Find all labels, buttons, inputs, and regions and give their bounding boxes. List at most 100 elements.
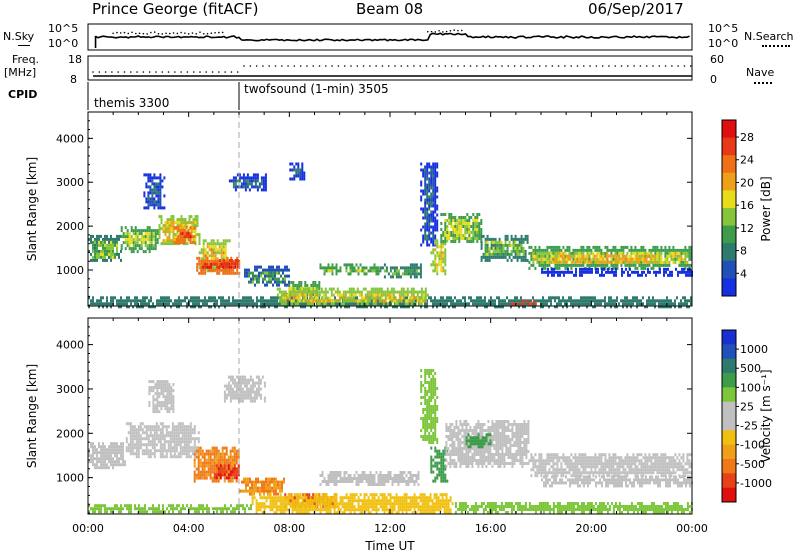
freq-point <box>671 65 673 67</box>
freq-point <box>652 65 654 67</box>
freq-point <box>243 65 245 67</box>
nsearch-point <box>112 32 114 35</box>
freq-point <box>689 65 692 67</box>
freq-tick-bottom: 8 <box>70 73 77 86</box>
station-title: Prince George (fitACF) <box>92 0 259 18</box>
colorbar-segment <box>722 190 736 209</box>
freq-point <box>645 65 648 67</box>
colorbar-tick-label: 20 <box>740 176 754 189</box>
y-tick-label: 2000 <box>56 220 84 233</box>
cpid-label: CPID <box>8 88 38 101</box>
colorbar-segment <box>722 330 736 345</box>
freq-point <box>457 65 459 67</box>
nsearch-point <box>138 32 141 35</box>
nsearch-tick-top: 10^5 <box>708 22 739 35</box>
colorbar-tick-label: -1000 <box>740 477 772 490</box>
nsearch-point <box>202 32 205 35</box>
data-region <box>251 493 454 515</box>
colorbar-tick-label: -100 <box>740 439 765 452</box>
power-colorbar-label: Power [dB] <box>759 176 773 241</box>
nsearch-point <box>453 29 455 31</box>
colorbar-tick-label: 500 <box>740 362 761 375</box>
freq-point <box>306 65 308 67</box>
data-region <box>420 369 439 444</box>
nsearch-point <box>131 31 133 34</box>
freq-point <box>174 71 176 73</box>
nave-dots <box>754 82 772 84</box>
nsearch-point <box>146 33 148 35</box>
data-region <box>528 245 693 270</box>
velocity-panel <box>88 369 693 515</box>
y-tick-label: 3000 <box>56 383 84 396</box>
x-tick-label: 20:00 <box>575 522 607 535</box>
nsearch-point <box>195 33 198 35</box>
freq-point <box>375 65 377 67</box>
freq-point <box>155 71 157 73</box>
freq-point <box>614 65 617 67</box>
freq-point <box>564 65 566 67</box>
freq-point <box>104 71 107 73</box>
velocity-colorbar: 1000 500 100 25 -25 -100 -500 -1000 <box>721 329 772 503</box>
data-region <box>228 173 267 192</box>
freq-point <box>356 65 359 67</box>
nsearch-point <box>445 30 448 33</box>
nsearch-point <box>127 32 130 35</box>
data-region <box>510 299 537 306</box>
freq-point <box>249 65 252 67</box>
freq-point <box>236 71 239 73</box>
freq-point <box>167 71 170 73</box>
nsearch-point <box>457 29 459 32</box>
freq-point <box>526 65 528 67</box>
colorbar-segment <box>722 444 736 460</box>
freq-point <box>557 65 560 67</box>
freq-point <box>117 71 119 73</box>
x-tick-label: 12:00 <box>374 522 406 535</box>
freq-point <box>280 65 283 67</box>
nsearch-point <box>168 32 171 35</box>
colorbar-tick-label: -25 <box>740 420 758 433</box>
colorbar-segment <box>722 401 736 417</box>
freq-point <box>325 65 327 67</box>
data-region <box>541 267 693 277</box>
freq-point <box>255 65 258 67</box>
freq-point <box>331 65 333 67</box>
freq-point <box>658 65 661 67</box>
freq-point <box>513 65 516 67</box>
colorbar-segment <box>722 459 736 474</box>
velocity-axes: 1000 2000 3000 4000 <box>56 317 693 514</box>
nsearch-point <box>426 30 429 33</box>
time-axis-label: Time UT <box>364 539 415 553</box>
data-region <box>143 173 166 210</box>
freq-point <box>463 65 466 67</box>
x-tick-label: 04:00 <box>173 522 205 535</box>
colorbar-segment <box>722 473 736 489</box>
nsearch-point <box>116 31 118 34</box>
data-region <box>244 265 290 287</box>
freq-point <box>595 65 598 67</box>
nsky-underline <box>18 45 30 46</box>
nsearch-point <box>135 32 137 35</box>
freq-point <box>664 65 667 67</box>
colorbar-tick-label: 12 <box>740 222 754 235</box>
nsearch-point <box>157 32 160 35</box>
nave-label: Nave <box>746 66 775 79</box>
x-tick-label: 00:00 <box>676 522 708 535</box>
colorbar-segment <box>722 243 736 262</box>
data-region <box>88 442 126 470</box>
y-tick-label: 2000 <box>56 427 84 440</box>
freq-point <box>476 65 478 67</box>
freq-point <box>192 71 195 73</box>
nsearch-point <box>460 29 463 32</box>
strip-series <box>92 29 692 77</box>
freq-point <box>494 65 497 67</box>
freq-point <box>129 71 132 73</box>
nsky-trace <box>94 32 690 48</box>
nsearch-point <box>165 32 167 35</box>
freq-point <box>387 65 390 67</box>
data-region <box>319 471 420 486</box>
nsearch-point <box>119 32 122 34</box>
nsearch-point <box>187 33 190 35</box>
nsky-strip-frame <box>87 23 693 51</box>
nave-tick-top: 60 <box>710 53 724 66</box>
